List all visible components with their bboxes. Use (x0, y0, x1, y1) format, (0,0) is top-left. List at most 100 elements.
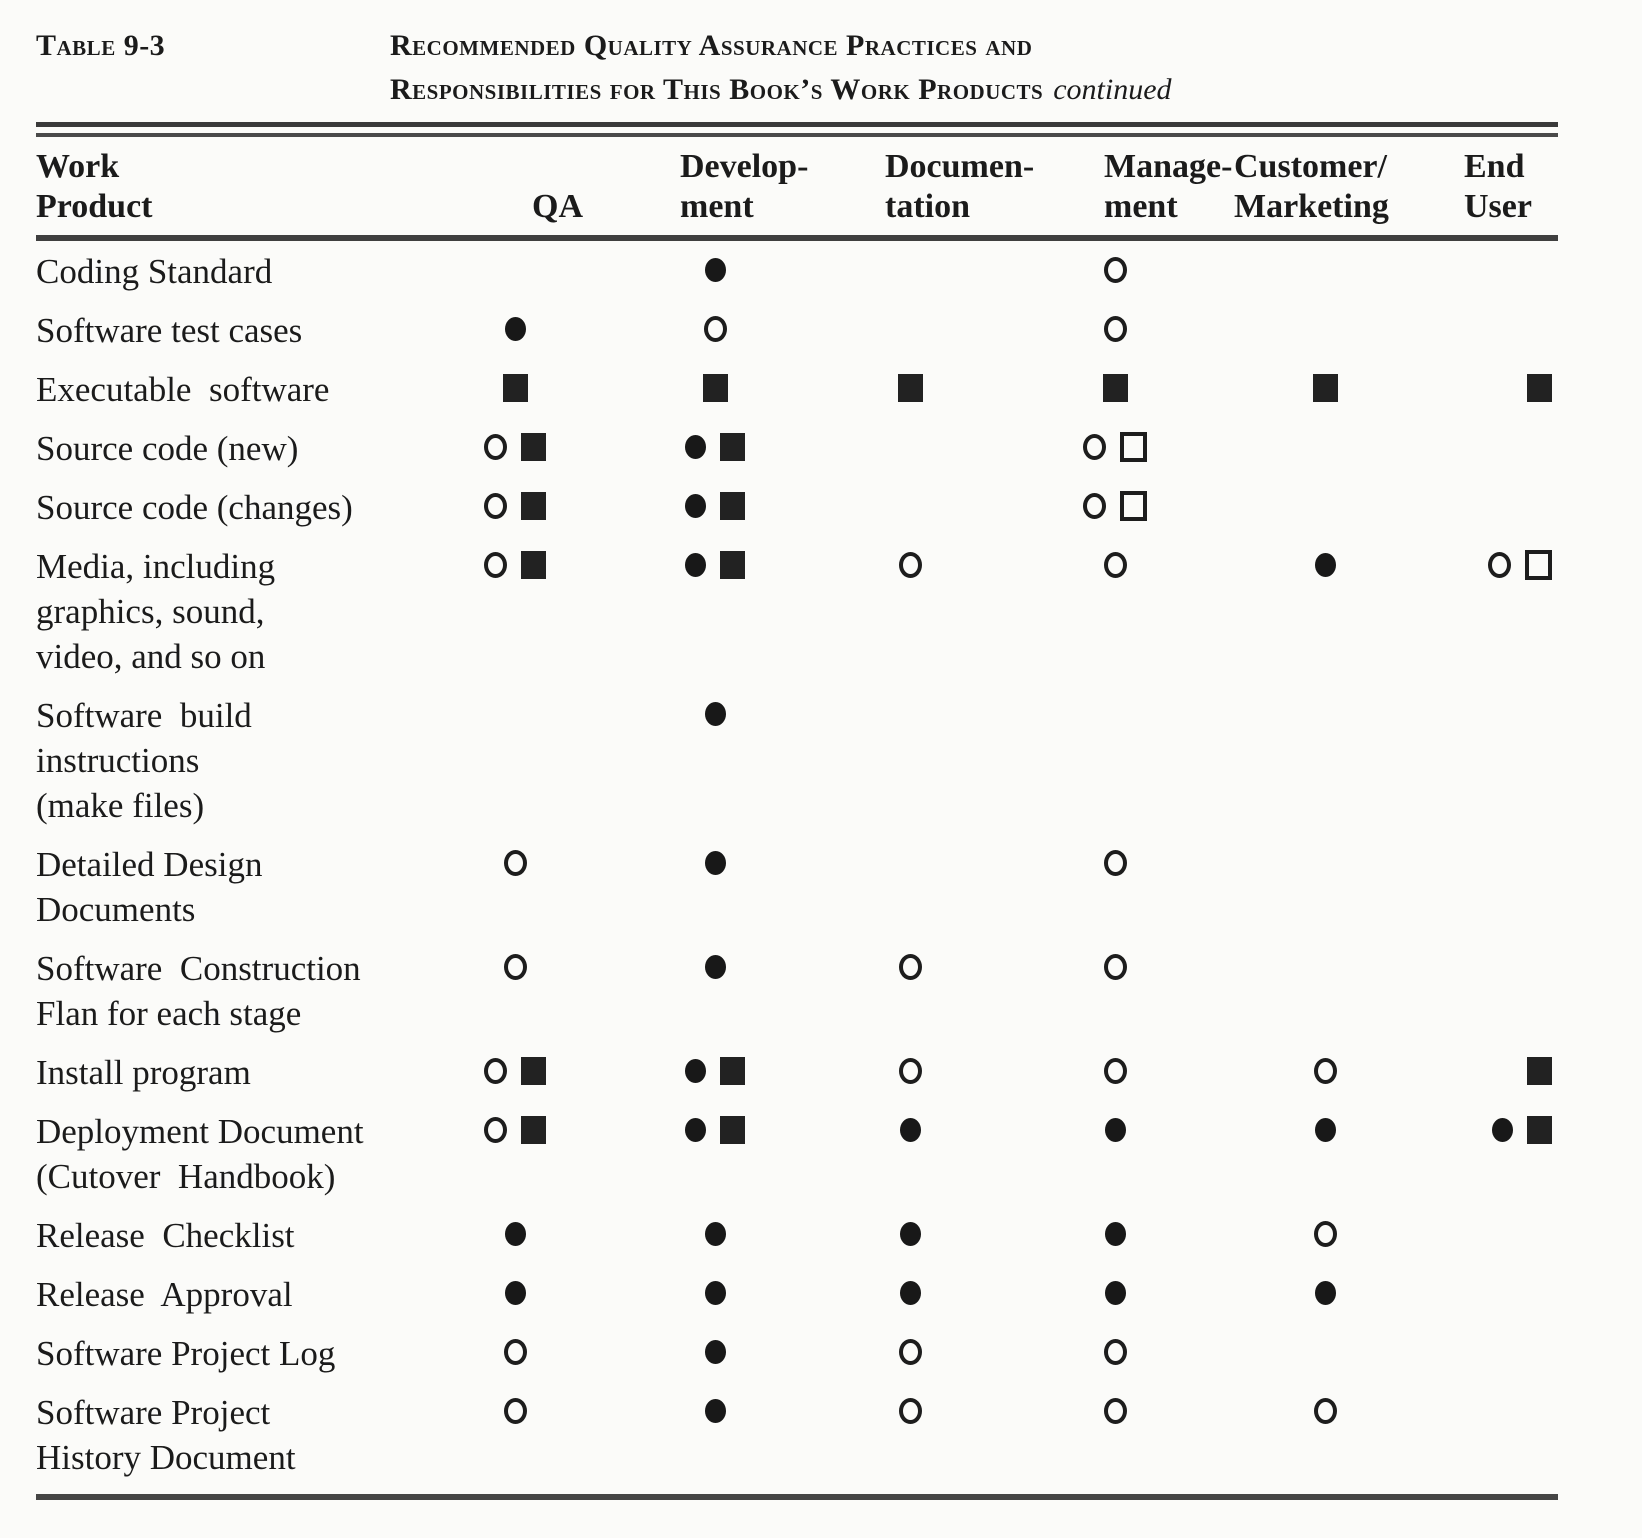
cell-customer-marketing (1250, 544, 1400, 589)
filled-square-icon (502, 374, 528, 403)
cell-development (590, 1272, 840, 1317)
work-product-label: Software Project History Document (36, 1390, 440, 1480)
cell-development (590, 693, 840, 738)
work-product-label: Software build instructions (make files) (36, 693, 440, 828)
open-circle-icon (1083, 493, 1106, 520)
filled-square-icon (521, 1116, 546, 1145)
column-header-line: tation (885, 188, 970, 225)
cell-documentation (840, 1109, 980, 1154)
open-circle-icon (484, 552, 507, 579)
open-circle-icon (1103, 552, 1127, 579)
cell-documentation (840, 1331, 980, 1376)
column-header-line: End (1464, 148, 1525, 185)
work-product-label-line: Release Approval (36, 1275, 293, 1314)
cell-end-user (1400, 367, 1558, 412)
work-product-label-line: Software build (36, 696, 252, 735)
column-header-line: Customer/ (1234, 148, 1387, 185)
table-title-line2-text: Responsibilities for This Book’s Work Pr… (390, 73, 1044, 106)
open-circle-icon (898, 1398, 922, 1425)
open-circle-icon (484, 1058, 507, 1085)
table-row: Release Checklist (36, 1213, 1558, 1258)
column-header-management: Manage-ment (980, 147, 1250, 227)
column-header-line: ment (680, 188, 754, 225)
filled-circle-icon (1314, 553, 1336, 578)
open-circle-icon (503, 850, 527, 877)
cell-development (590, 426, 840, 471)
cell-qa (440, 1390, 590, 1435)
filled-circle-icon (504, 317, 526, 342)
work-product-label: Release Approval (36, 1272, 440, 1317)
filled-circle-icon (1492, 1118, 1513, 1143)
cell-management (980, 367, 1250, 412)
open-circle-icon (703, 316, 727, 343)
cell-management (980, 1390, 1250, 1435)
table-row: Install program (36, 1050, 1558, 1095)
filled-square-icon (720, 433, 745, 462)
cell-qa (440, 308, 590, 353)
filled-circle-icon (685, 435, 706, 460)
column-header-customer-marketing: Customer/Marketing (1234, 147, 1389, 227)
cell-qa (440, 842, 590, 887)
work-product-label-line: Executable software (36, 370, 330, 409)
table-row: Detailed Design Documents (36, 842, 1558, 932)
filled-circle-icon (899, 1281, 921, 1306)
column-header-line: Manage- (1104, 148, 1233, 185)
filled-circle-icon (1104, 1118, 1126, 1143)
open-circle-icon (1313, 1058, 1337, 1085)
open-square-icon (1120, 491, 1147, 522)
open-circle-icon (898, 1058, 922, 1085)
cell-qa (440, 1331, 590, 1376)
filled-square-icon (720, 1057, 745, 1086)
column-header-work-product: Work Product (36, 147, 440, 227)
cell-management (980, 249, 1250, 294)
column-header-line: Work (36, 148, 120, 185)
work-product-label-line: Software test cases (36, 311, 303, 350)
cell-development (590, 1109, 840, 1154)
work-product-label: Coding Standard (36, 249, 440, 294)
open-circle-icon (484, 1117, 507, 1144)
cell-development (590, 544, 840, 589)
filled-circle-icon (899, 1222, 921, 1247)
table-number: Table 9-3 (36, 29, 166, 62)
table-row: Coding Standard (36, 249, 1558, 294)
cell-qa (440, 1109, 590, 1154)
cell-qa (440, 1272, 590, 1317)
cell-qa (440, 426, 590, 471)
filled-square-icon (1527, 374, 1552, 403)
cell-documentation (840, 1272, 980, 1317)
table-row: Source code (new) (36, 426, 1558, 471)
cell-customer-marketing (1250, 367, 1400, 412)
cell-end-user (1400, 1050, 1558, 1095)
cell-management (980, 946, 1250, 991)
filled-square-icon (1102, 374, 1128, 403)
cell-management (980, 485, 1250, 530)
table-row: Source code (changes) (36, 485, 1558, 530)
cell-documentation (840, 946, 980, 991)
filled-square-icon (897, 374, 923, 403)
column-header-development: Develop-ment (590, 147, 840, 227)
table-row: Software build instructions (make files) (36, 693, 1558, 828)
work-product-label: Executable software (36, 367, 440, 412)
work-product-label-line: Install program (36, 1053, 251, 1092)
open-circle-icon (503, 1398, 527, 1425)
work-product-label: Install program (36, 1050, 440, 1095)
cell-management (980, 1331, 1250, 1376)
open-circle-icon (898, 552, 922, 579)
table-row: Deployment Document (Cutover Handbook) (36, 1109, 1558, 1199)
cell-qa (440, 946, 590, 991)
filled-square-icon (521, 551, 546, 580)
filled-square-icon (1527, 1116, 1552, 1145)
work-product-label: Media, including graphics, sound, video, a… (36, 544, 440, 679)
work-product-label: Detailed Design Documents (36, 842, 440, 932)
open-circle-icon (1103, 1058, 1127, 1085)
cell-end-user (1400, 544, 1558, 589)
work-product-label-line: Documents (36, 890, 196, 929)
open-circle-icon (503, 954, 527, 981)
cell-development (590, 249, 840, 294)
open-square-icon (1120, 432, 1147, 463)
open-circle-icon (484, 434, 507, 461)
cell-development (590, 1390, 840, 1435)
filled-circle-icon (685, 494, 706, 519)
cell-development (590, 1331, 840, 1376)
work-product-label: Software test cases (36, 308, 440, 353)
